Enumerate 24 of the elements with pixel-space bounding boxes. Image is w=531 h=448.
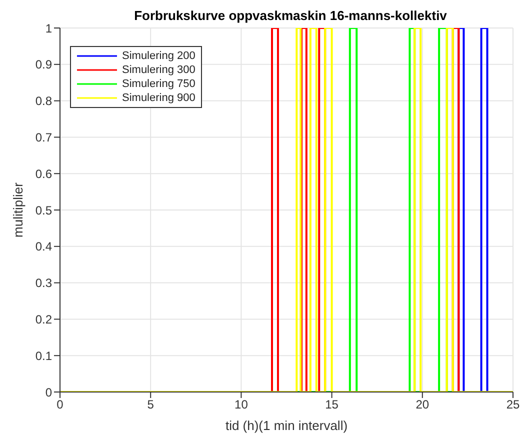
y-tick-label: 0.5 [35, 203, 52, 218]
y-tick-label: 0.7 [35, 130, 52, 144]
x-tick-label: 5 [147, 398, 154, 412]
y-tick-label: 0 [45, 385, 52, 400]
y-axis-title: mulitiplier [10, 182, 26, 238]
x-tick-label: 15 [325, 398, 339, 412]
chart-title: Forbrukskurve oppvaskmaskin 16-manns-kollektiv [134, 8, 447, 23]
y-tick-label: 0.8 [35, 94, 52, 108]
legend-label: Simulering 200 [122, 49, 196, 63]
y-tick-label: 0.3 [35, 276, 52, 290]
x-tick-label: 20 [416, 398, 430, 412]
legend-label: Simulering 750 [122, 77, 196, 91]
y-tick-label: 0.2 [35, 312, 52, 326]
y-tick-label: 0.1 [35, 348, 52, 363]
x-tick-label: 10 [234, 398, 248, 412]
y-tick-label: 0.9 [35, 58, 52, 72]
x-axis-title: tid (h)(1 min intervall) [225, 418, 348, 433]
x-tick-label: 0 [56, 398, 64, 412]
y-tick-label: 1 [45, 21, 52, 36]
x-tick-label: 25 [506, 398, 520, 412]
y-tick-label: 0.6 [35, 166, 52, 181]
legend-label: Simulering 900 [122, 91, 196, 105]
legend-label: Simulering 300 [122, 63, 196, 77]
y-tick-label: 0.4 [35, 240, 52, 254]
